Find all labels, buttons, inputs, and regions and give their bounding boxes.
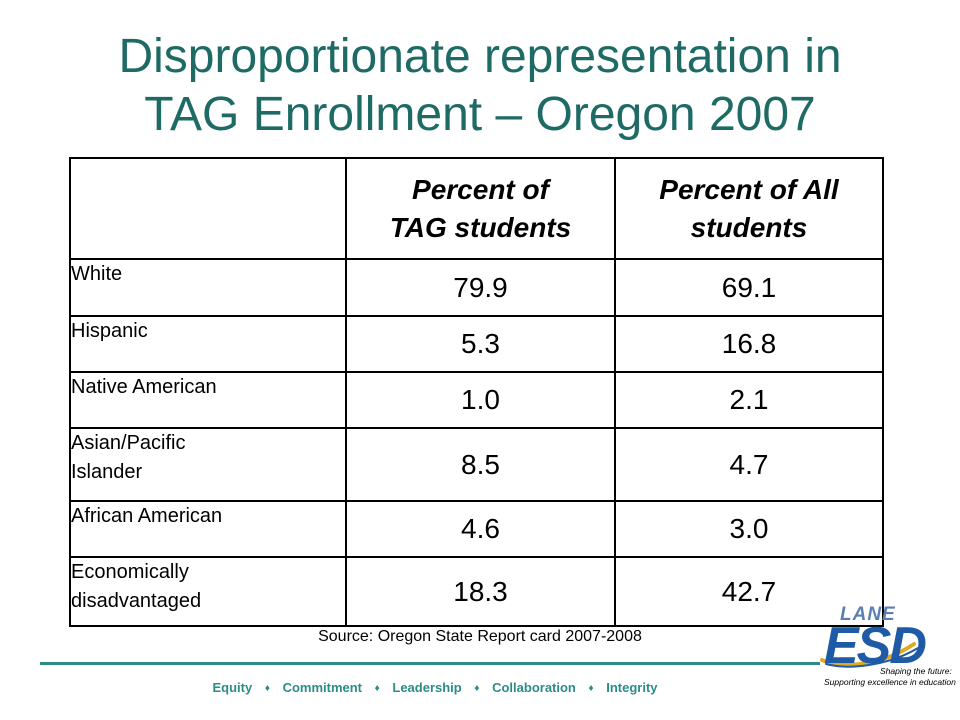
table-row: Hispanic 5.3 16.8	[69, 315, 884, 373]
footer-value-integrity: Integrity	[606, 680, 658, 695]
tag-percent-cell: 18.3	[345, 556, 616, 627]
row-label: Asian/Pacific Islander	[69, 427, 347, 502]
table-row: Native American 1.0 2.1	[69, 371, 884, 429]
diamond-separator-icon: ♦	[474, 683, 480, 694]
footer-value-commitment: Commitment	[282, 680, 363, 695]
footer-value-equity: Equity	[212, 680, 253, 695]
row-label: Native American	[69, 371, 347, 429]
footer-value-leadership: Leadership	[392, 680, 462, 695]
diamond-separator-icon: ♦	[264, 683, 270, 694]
all-percent-cell: 16.8	[614, 315, 884, 373]
row-label: Economically disadvantaged	[69, 556, 347, 627]
table-header-row: Percent of TAG students Percent of All s…	[69, 157, 884, 260]
table-row: African American 4.6 3.0	[69, 500, 884, 558]
all-percent-cell: 2.1	[614, 371, 884, 429]
header-percent-all: Percent of All students	[614, 157, 884, 260]
diamond-separator-icon: ♦	[588, 683, 594, 694]
slide-title: Disproportionate representation in TAG E…	[40, 28, 920, 144]
source-note: Source: Oregon State Report card 2007-20…	[318, 628, 642, 645]
footer-value-collaboration: Collaboration	[492, 680, 576, 695]
title-line-2: TAG Enrollment – Oregon 2007	[144, 88, 816, 141]
header-empty-cell	[69, 157, 347, 260]
logo-tagline-1: Shaping the future:	[880, 666, 952, 676]
table-row: Economically disadvantaged 18.3 42.7	[69, 556, 884, 627]
table-row: Asian/Pacific Islander 8.5 4.7	[69, 427, 884, 502]
all-percent-cell: 69.1	[614, 258, 884, 317]
enrollment-table: Percent of TAG students Percent of All s…	[69, 157, 884, 627]
all-percent-cell: 4.7	[614, 427, 884, 502]
logo-esd-text: ESD	[824, 617, 927, 675]
footer-divider	[40, 662, 820, 665]
logo-tagline-2: Supporting excellence in education	[824, 677, 956, 687]
tag-percent-cell: 5.3	[345, 315, 616, 373]
row-label: Hispanic	[69, 315, 347, 373]
logo-lane-text: LANE	[840, 604, 896, 625]
tag-percent-cell: 79.9	[345, 258, 616, 317]
row-label: White	[69, 258, 347, 317]
diamond-separator-icon: ♦	[374, 683, 380, 694]
row-label: African American	[69, 500, 347, 558]
header-percent-tag: Percent of TAG students	[345, 157, 616, 260]
table-row: White 79.9 69.1	[69, 258, 884, 317]
tag-percent-cell: 4.6	[345, 500, 616, 558]
tag-percent-cell: 1.0	[345, 371, 616, 429]
title-line-1: Disproportionate representation in	[118, 30, 842, 83]
tag-percent-cell: 8.5	[345, 427, 616, 502]
all-percent-cell: 42.7	[614, 556, 884, 627]
logo-swoosh-icon	[820, 642, 919, 668]
all-percent-cell: 3.0	[614, 500, 884, 558]
lane-esd-logo: LANE ESD Shaping the future: Supporting …	[818, 604, 956, 690]
footer-values: Equity ♦ Commitment ♦ Leadership ♦ Colla…	[0, 680, 870, 695]
